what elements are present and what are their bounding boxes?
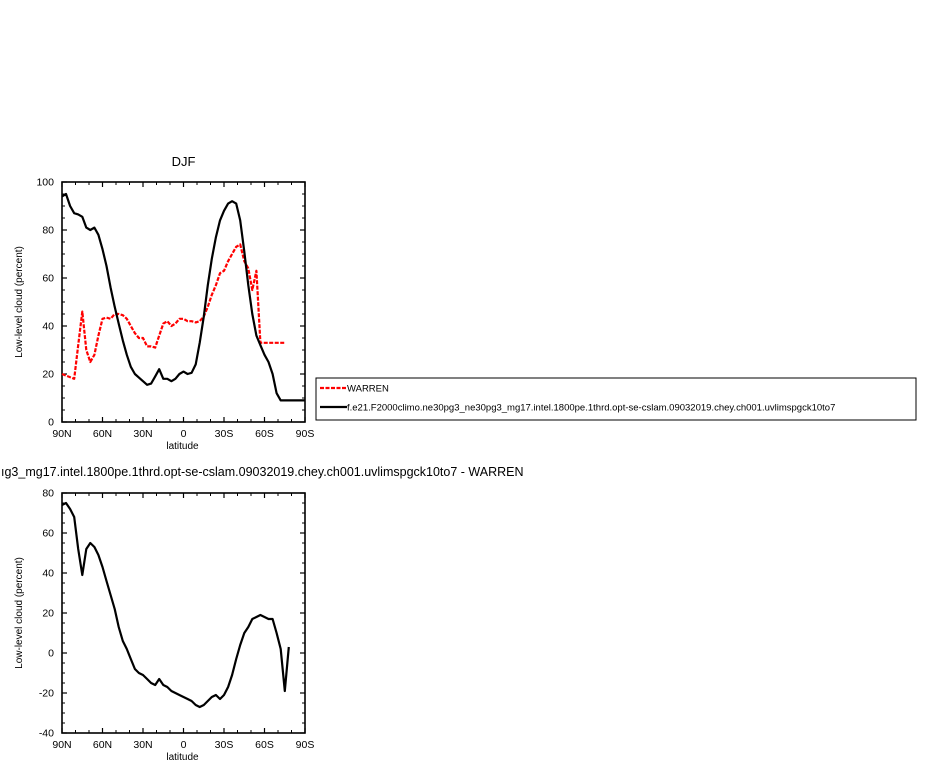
x-tick-label: 60N <box>93 428 112 440</box>
x-tick-label: 60S <box>255 739 274 751</box>
y-tick-label: 60 <box>42 528 54 540</box>
x-tick-label: 90N <box>52 739 71 751</box>
x-tick-label: 90N <box>52 428 71 440</box>
chart-title: ıg3_mg17.intel.1800pe.1thrd.opt-se-cslam… <box>1 465 524 479</box>
x-tick-label: 30N <box>133 739 152 751</box>
y-tick-label: 100 <box>36 177 54 189</box>
x-tick-label: 30S <box>215 428 234 440</box>
y-tick-label: -40 <box>39 728 54 740</box>
y-tick-label: 40 <box>42 321 54 333</box>
y-tick-label: 20 <box>42 369 54 381</box>
y-axis-label: Low-level cloud (percent) <box>14 246 25 358</box>
plot-frame <box>61 181 306 423</box>
series-line-1 <box>61 501 290 709</box>
x-tick-label: 90S <box>296 739 315 751</box>
y-tick-label: 80 <box>42 225 54 237</box>
legend-label-2: f.e21.F2000climo.ne30pg3_ne30pg3_mg17.in… <box>347 403 835 414</box>
y-tick-label: 40 <box>42 568 54 580</box>
y-tick-label: 80 <box>42 488 54 500</box>
legend-box <box>315 377 917 421</box>
y-tick-label: 60 <box>42 273 54 285</box>
y-tick-label: 0 <box>48 648 54 660</box>
x-tick-label: 90S <box>296 428 315 440</box>
x-tick-label: 30N <box>133 428 152 440</box>
y-tick-label: -20 <box>39 688 54 700</box>
y-axis-label: Low-level cloud (percent) <box>14 557 25 669</box>
x-tick-label: 0 <box>181 428 187 440</box>
x-tick-label: 0 <box>181 739 187 751</box>
y-tick-label: 0 <box>48 417 54 429</box>
y-tick-label: 20 <box>42 608 54 620</box>
series-line-1 <box>61 243 285 380</box>
chart-panel-1: DJF 90N 60N 30N 0 30S 60S 90S 0 20 40 60 80 100 latitu… <box>14 154 917 452</box>
series-line-2 <box>61 192 305 402</box>
x-tick-label: 60N <box>93 739 112 751</box>
chart-title: DJF <box>172 154 196 169</box>
legend: WARREN f.e21.F2000climo.ne30pg3_ne30pg3_m… <box>315 377 917 421</box>
chart-panel-2: ıg3_mg17.intel.1800pe.1thrd.opt-se-cslam… <box>1 465 524 763</box>
x-axis-label: latitude <box>166 441 199 452</box>
x-axis-label: latitude <box>166 752 199 763</box>
legend-label-1: WARREN <box>347 384 389 395</box>
x-tick-label: 60S <box>255 428 274 440</box>
x-tick-label: 30S <box>215 739 234 751</box>
